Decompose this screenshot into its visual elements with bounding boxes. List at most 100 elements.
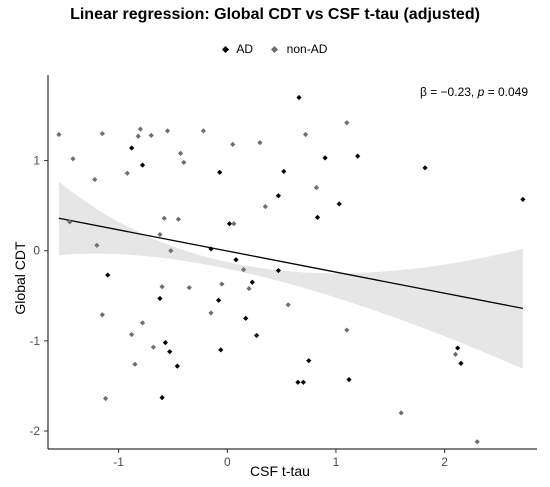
data-point-ad — [249, 279, 255, 285]
data-point-non-ad — [344, 327, 350, 333]
data-point-ad — [346, 377, 352, 383]
data-point-non-ad — [159, 284, 165, 290]
data-point-non-ad — [219, 281, 225, 287]
data-point-ad — [296, 94, 302, 101]
data-point-ad — [455, 345, 461, 351]
data-point-ad — [174, 363, 180, 369]
data-point-non-ad — [262, 203, 268, 210]
data-point-non-ad — [313, 185, 320, 191]
data-point-non-ad — [99, 312, 105, 318]
chart-title: Linear regression: Global CDT vs CSF t-t… — [70, 6, 480, 23]
data-point-non-ad — [135, 133, 141, 139]
x-tick-label: 1 — [333, 455, 340, 469]
x-tick-label: 2 — [441, 455, 448, 469]
data-point-ad — [139, 162, 146, 168]
data-point-ad — [254, 332, 260, 339]
data-point-non-ad — [124, 170, 130, 176]
data-point-ad — [233, 257, 239, 263]
data-point-non-ad — [129, 331, 135, 338]
y-tick-label: 1 — [33, 154, 40, 168]
data-point-non-ad — [161, 215, 167, 221]
data-point-ad — [129, 145, 135, 151]
data-point-non-ad — [398, 410, 404, 416]
data-point-non-ad — [231, 221, 237, 227]
data-point-non-ad — [132, 361, 138, 367]
data-point-ad — [458, 360, 464, 366]
confidence-band — [58, 181, 523, 369]
data-point-non-ad — [157, 231, 163, 238]
data-point-ad — [275, 193, 281, 199]
data-point-non-ad — [164, 128, 171, 134]
data-point-non-ad — [99, 130, 105, 137]
data-point-ad — [306, 358, 312, 364]
axes-layer: -1 0 1 2 -2 -1 0 1 — [29, 75, 537, 469]
legend-entry-ad: AD — [221, 42, 253, 56]
data-point-ad — [105, 272, 111, 278]
data-point-ad — [295, 379, 301, 385]
data-point-ad — [275, 267, 281, 274]
data-point-ad — [314, 214, 321, 220]
y-tick-label: -1 — [29, 334, 40, 348]
data-point-non-ad — [474, 439, 480, 445]
data-point-ad — [218, 347, 224, 353]
data-point-non-ad — [344, 120, 350, 126]
x-axis-label: CSF t-tau — [250, 463, 310, 479]
data-point-ad — [208, 246, 214, 252]
data-point-non-ad — [285, 302, 291, 308]
data-point-non-ad — [241, 267, 247, 273]
x-tick-label: 0 — [224, 455, 231, 469]
legend-label-non-ad: non-AD — [286, 42, 328, 56]
confidence-band-layer — [58, 181, 523, 369]
data-point-non-ad — [230, 141, 236, 147]
data-point-non-ad — [150, 344, 157, 350]
data-point-non-ad — [148, 132, 154, 138]
data-point-non-ad — [67, 219, 73, 225]
data-point-ad — [300, 379, 306, 385]
x-tick-label: -1 — [113, 455, 124, 469]
data-point-ad — [281, 168, 287, 175]
y-tick-label: 0 — [33, 244, 40, 258]
data-point-ad — [520, 196, 526, 202]
beta-text: β = −0.23, — [419, 85, 475, 99]
data-point-non-ad — [139, 320, 146, 326]
data-point-ad — [217, 169, 223, 175]
points-layer — [56, 94, 526, 445]
data-point-non-ad — [186, 285, 192, 291]
data-point-non-ad — [452, 351, 459, 357]
regression-line-layer — [58, 217, 523, 310]
data-point-non-ad — [168, 248, 174, 254]
data-point-non-ad — [200, 128, 206, 134]
data-point-non-ad — [208, 310, 214, 316]
data-point-ad — [167, 349, 173, 355]
data-point-ad — [157, 295, 163, 302]
data-point-non-ad — [70, 156, 76, 162]
data-point-non-ad — [137, 126, 143, 132]
data-point-ad — [226, 221, 233, 227]
legend: AD non-AD — [0, 42, 550, 56]
y-tick-label: -2 — [29, 424, 40, 438]
data-point-non-ad — [257, 139, 263, 146]
data-point-non-ad — [56, 131, 62, 138]
data-point-ad — [162, 340, 168, 346]
data-point-non-ad — [302, 131, 309, 138]
data-point-non-ad — [92, 176, 98, 183]
legend-label-ad: AD — [236, 42, 253, 56]
data-point-non-ad — [181, 159, 187, 166]
data-point-non-ad — [177, 150, 184, 157]
legend-entry-non-ad: non-AD — [271, 42, 328, 56]
p-symbol: p — [477, 85, 485, 99]
regression-line — [58, 217, 523, 310]
data-point-ad — [216, 297, 222, 303]
data-point-ad — [355, 153, 361, 159]
data-point-ad — [243, 315, 249, 321]
p-value-text: = 0.049 — [487, 85, 528, 99]
data-point-non-ad — [246, 285, 252, 292]
data-point-ad — [336, 201, 342, 207]
data-point-ad — [322, 155, 328, 161]
data-point-non-ad — [94, 242, 100, 248]
data-point-ad — [159, 395, 165, 401]
stats-annotation: β = −0.23, p = 0.049 — [420, 85, 528, 99]
data-point-non-ad — [175, 216, 181, 222]
y-axis-label: Global CDT — [12, 241, 28, 315]
